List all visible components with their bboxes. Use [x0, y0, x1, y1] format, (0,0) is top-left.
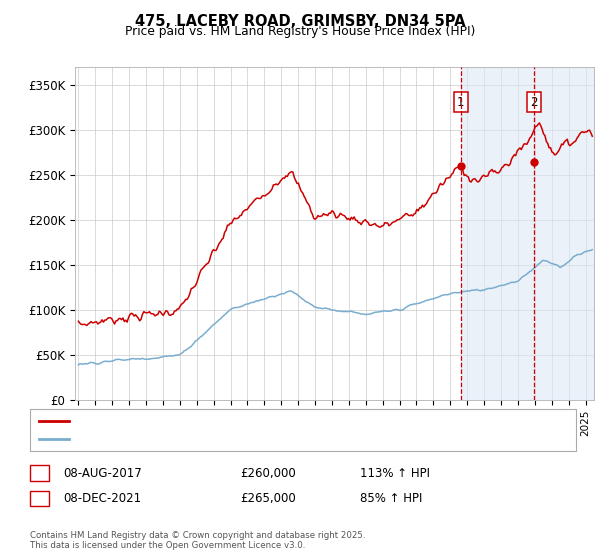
Text: 85% ↑ HPI: 85% ↑ HPI — [360, 492, 422, 505]
Text: 113% ↑ HPI: 113% ↑ HPI — [360, 466, 430, 480]
Text: 08-DEC-2021: 08-DEC-2021 — [63, 492, 141, 505]
Text: Price paid vs. HM Land Registry's House Price Index (HPI): Price paid vs. HM Land Registry's House … — [125, 25, 475, 38]
Text: HPI: Average price, semi-detached house, North East Lincolnshire: HPI: Average price, semi-detached house,… — [75, 434, 418, 444]
Text: 08-AUG-2017: 08-AUG-2017 — [63, 466, 142, 480]
Text: Contains HM Land Registry data © Crown copyright and database right 2025.
This d: Contains HM Land Registry data © Crown c… — [30, 530, 365, 550]
Text: 1: 1 — [457, 96, 464, 109]
Text: £265,000: £265,000 — [240, 492, 296, 505]
Text: 2: 2 — [530, 96, 538, 109]
Text: £260,000: £260,000 — [240, 466, 296, 480]
Text: 475, LACEBY ROAD, GRIMSBY, DN34 5PA: 475, LACEBY ROAD, GRIMSBY, DN34 5PA — [135, 14, 465, 29]
Bar — [461, 67, 594, 400]
Text: 475, LACEBY ROAD, GRIMSBY, DN34 5PA (semi-detached house): 475, LACEBY ROAD, GRIMSBY, DN34 5PA (sem… — [75, 416, 410, 426]
Text: 1: 1 — [36, 468, 43, 478]
Text: 2: 2 — [36, 493, 43, 503]
